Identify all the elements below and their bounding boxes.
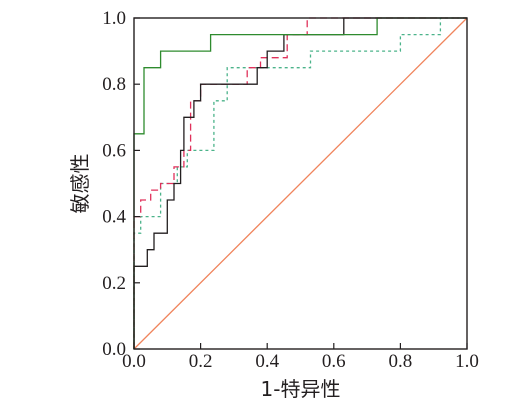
y-tick-label: 0.4 bbox=[102, 207, 126, 228]
y-tick-label: 0.2 bbox=[102, 273, 126, 294]
y-tick-label: 0.6 bbox=[102, 140, 126, 161]
x-tick-label: 1.0 bbox=[455, 351, 479, 372]
x-tick-label: 0.2 bbox=[189, 351, 213, 372]
series-line-1 bbox=[133, 17, 467, 349]
x-tick-label: 0.8 bbox=[389, 351, 413, 372]
x-tick-label: 0.0 bbox=[122, 351, 146, 372]
y-tick-label: 0.0 bbox=[102, 339, 126, 360]
y-tick-label: 0.8 bbox=[102, 74, 126, 95]
series-line-0 bbox=[133, 17, 467, 349]
x-axis-title: 1-特异性 bbox=[261, 377, 341, 401]
plot-frame bbox=[133, 17, 468, 350]
series-line-3 bbox=[133, 17, 467, 349]
series-line-2 bbox=[133, 17, 467, 349]
x-tick-label: 0.4 bbox=[255, 351, 279, 372]
plot-area: 0.0 0.2 0.4 0.6 0.8 1.0 0.0 0.2 0.4 0.6 0.8 1.0 bbox=[102, 8, 479, 372]
y-axis-ticks: 0.0 0.2 0.4 0.6 0.8 1.0 bbox=[102, 8, 140, 360]
series-line-4 bbox=[133, 17, 468, 350]
y-axis-title: 敏感性 bbox=[68, 154, 92, 214]
x-axis-ticks: 0.0 0.2 0.4 0.6 0.8 1.0 bbox=[122, 343, 479, 372]
x-tick-label: 0.6 bbox=[322, 351, 346, 372]
series-layer bbox=[133, 17, 468, 350]
y-tick-label: 1.0 bbox=[102, 8, 126, 29]
